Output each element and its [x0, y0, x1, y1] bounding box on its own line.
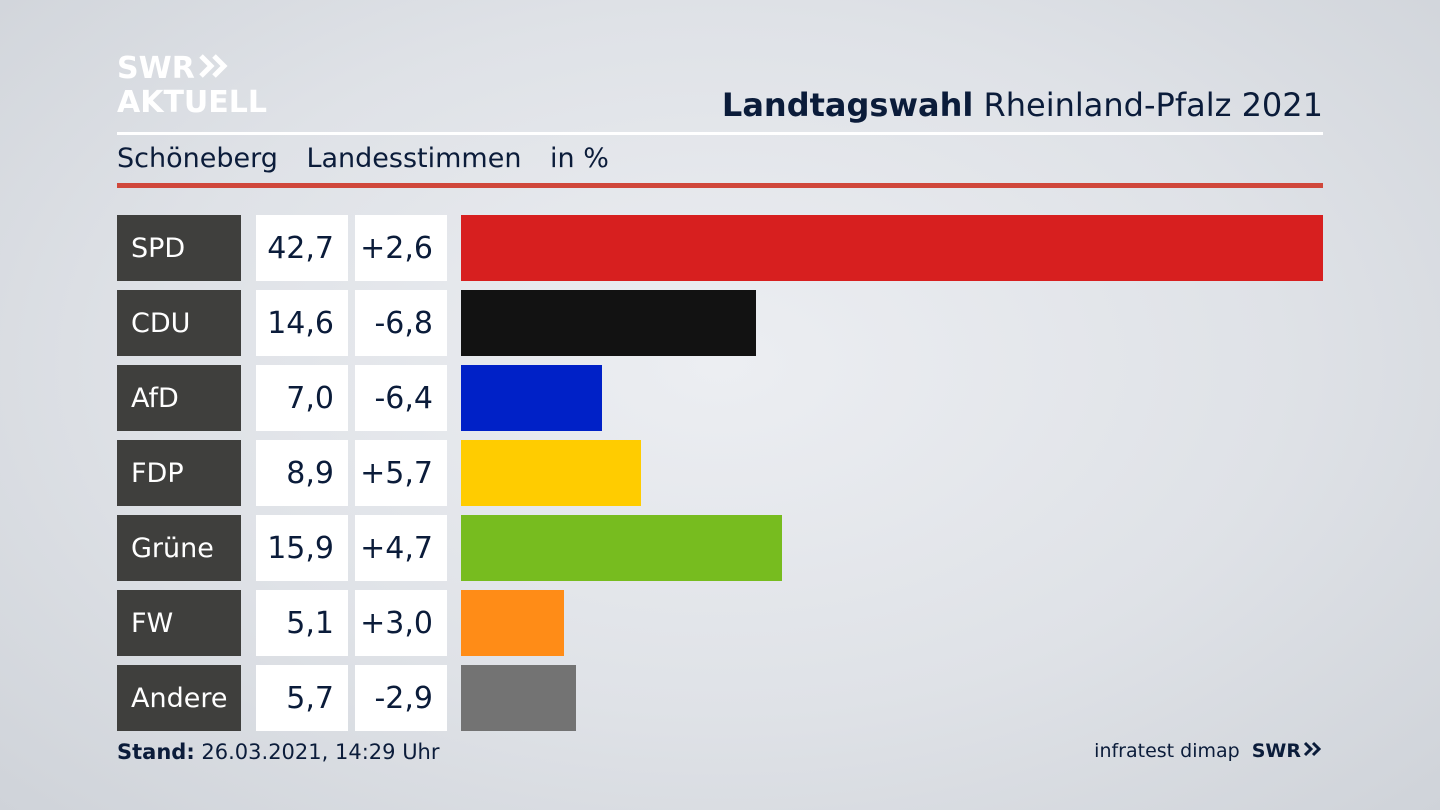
source-label: infratest dimap: [1094, 740, 1240, 762]
swr-footer-logo: SWR: [1252, 740, 1323, 762]
result-row: FW 5,1 +3,0: [117, 590, 1323, 656]
chart-title: Landtagswahl Rheinland-Pfalz 2021: [722, 86, 1323, 124]
change-label: +5,7: [355, 440, 447, 506]
bar-andere: [461, 665, 576, 731]
bar-fw: [461, 590, 564, 656]
bar-spd: [461, 215, 1323, 281]
stand-label: Stand:: [117, 740, 195, 764]
party-label: FDP: [117, 440, 241, 506]
logo-aktuell-text: AKTUELL: [117, 85, 268, 120]
unit-label: in %: [550, 143, 609, 174]
change-label: +4,7: [355, 515, 447, 581]
result-row: Andere 5,7 -2,9: [117, 665, 1323, 731]
party-label: FW: [117, 590, 241, 656]
logo-swr-text: SWR: [117, 51, 195, 86]
change-label: +2,6: [355, 215, 447, 281]
bar-fdp: [461, 440, 641, 506]
vote-share-label: 42,7: [256, 215, 348, 281]
vote-type-label: Landesstimmen: [306, 143, 522, 174]
party-label: SPD: [117, 215, 241, 281]
vote-share-label: 15,9: [256, 515, 348, 581]
bar-cdu: [461, 290, 756, 356]
swr-brand-text: SWR: [1251, 740, 1301, 762]
result-row: AfD 7,0 -6,4: [117, 365, 1323, 431]
source-credit: infratest dimap SWR: [1094, 740, 1323, 762]
double-chevron-right-icon: [1301, 740, 1323, 762]
vote-share-label: 5,7: [256, 665, 348, 731]
vote-share-label: 7,0: [256, 365, 348, 431]
timestamp: Stand: 26.03.2021, 14:29 Uhr: [117, 740, 440, 764]
party-label: Andere: [117, 665, 241, 731]
double-chevron-right-icon: [199, 54, 229, 84]
result-row: Grüne 15,9 +4,7: [117, 515, 1323, 581]
vote-share-label: 8,9: [256, 440, 348, 506]
party-label: Grüne: [117, 515, 241, 581]
result-row: SPD 42,7 +2,6: [117, 215, 1323, 281]
district-label: Schöneberg: [117, 143, 278, 174]
accent-divider: [117, 183, 1323, 188]
title-bold: Landtagswahl: [721, 86, 974, 124]
change-label: -2,9: [355, 665, 447, 731]
title-rest: Rheinland-Pfalz 2021: [983, 86, 1323, 124]
change-label: -6,4: [355, 365, 447, 431]
vote-share-label: 14,6: [256, 290, 348, 356]
subtitle: Schöneberg Landesstimmen in %: [117, 143, 629, 174]
change-label: +3,0: [355, 590, 447, 656]
change-label: -6,8: [355, 290, 447, 356]
stand-value: 26.03.2021, 14:29 Uhr: [201, 740, 440, 764]
swr-aktuell-logo: SWR AKTUELL: [117, 54, 267, 118]
header-divider: [117, 132, 1323, 135]
bar-afd: [461, 365, 602, 431]
result-row: FDP 8,9 +5,7: [117, 440, 1323, 506]
party-label: AfD: [117, 365, 241, 431]
result-row: CDU 14,6 -6,8: [117, 290, 1323, 356]
bar-grüne: [461, 515, 782, 581]
party-label: CDU: [117, 290, 241, 356]
vote-share-label: 5,1: [256, 590, 348, 656]
